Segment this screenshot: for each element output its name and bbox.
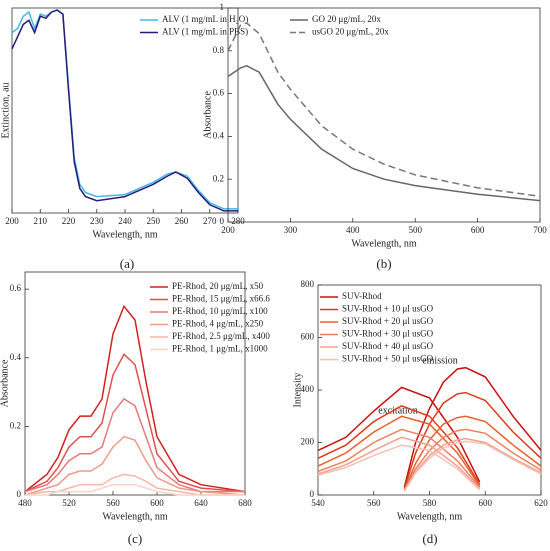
series-line: [317, 386, 481, 483]
x-axis-label: Wavelength, nm: [351, 238, 417, 249]
x-tick-label: 210: [34, 216, 48, 226]
legend-label: SUV-Rhod: [342, 291, 382, 301]
y-tick-label: 0: [17, 489, 22, 499]
x-axis-label: Wavelength, nm: [397, 511, 463, 522]
y-tick-label: 0.2: [10, 420, 21, 430]
x-tick-label: 600: [150, 498, 164, 508]
series-line: [317, 444, 481, 491]
annotation: emission: [422, 355, 458, 366]
plot-frame: [227, 7, 541, 223]
y-axis-label: Intensity: [292, 373, 303, 408]
x-tick-label: 230: [90, 216, 104, 226]
panel-label: (c): [128, 531, 142, 546]
y-axis-label: Absorbance: [202, 91, 213, 139]
series-line: [403, 391, 542, 489]
series-line: [403, 437, 542, 492]
panel-label: (b): [376, 256, 391, 271]
y-tick-label: 0: [310, 489, 315, 499]
series-line: [24, 397, 245, 493]
x-tick-label: 560: [106, 498, 120, 508]
series-line: [24, 304, 246, 493]
y-tick-label: 0.6: [10, 283, 22, 293]
legend-label: PE-Rhod, 1 μg/mL, x1000: [172, 344, 268, 354]
y-axis-label: Absorbance: [0, 359, 10, 407]
legend-label: SUV-Rhod + 30 μl usGO: [342, 329, 434, 339]
series-line: [317, 436, 481, 489]
legend-label: SUV-Rhod + 10 μl usGO: [342, 304, 434, 314]
y-tick-label: 0: [220, 216, 225, 226]
series-line: [24, 435, 246, 496]
legend-label: PE-Rhod, 15 μg/mL, x66.6: [172, 294, 270, 304]
legend-label: PE-Rhod, 4 μg/mL, x250: [172, 319, 264, 329]
series-line: [25, 483, 245, 496]
legend-label: SUV-Rhod + 20 μl usGO: [342, 316, 434, 326]
series-line: [227, 64, 541, 202]
legend-label: PE-Rhod, 20 μg/mL, x50: [172, 281, 264, 291]
y-tick-label: 0.6: [213, 88, 225, 98]
y-tick-label: 400: [301, 384, 315, 394]
x-axis-label: Wavelength, nm: [102, 511, 168, 522]
x-tick-label: 250: [147, 216, 161, 226]
y-tick-label: 200: [301, 437, 315, 447]
x-tick-label: 640: [194, 498, 208, 508]
panel-label: (a): [120, 256, 134, 271]
x-tick-label: 580: [423, 498, 437, 508]
legend-label: SUV-Rhod + 40 μl usGO: [342, 341, 434, 351]
x-tick-label: 480: [18, 498, 32, 508]
x-tick-label: 280: [231, 216, 245, 226]
x-tick-label: 200: [5, 216, 19, 226]
x-tick-label: 700: [533, 225, 547, 235]
x-tick-label: 560: [367, 498, 381, 508]
x-tick-label: 680: [238, 498, 252, 508]
x-tick-label: 300: [284, 225, 298, 235]
series-line: [403, 366, 542, 488]
x-tick-label: 270: [203, 216, 217, 226]
y-tick-label: 0.2: [213, 173, 224, 183]
series-line: [24, 473, 245, 496]
legend-label: usGO 20 μg/mL, 20x: [312, 27, 389, 37]
series-line: [403, 440, 542, 492]
y-tick-label: 800: [301, 279, 315, 289]
x-tick-label: 200: [221, 225, 235, 235]
x-tick-label: 540: [311, 498, 325, 508]
x-axis-label: Wavelength, nm: [92, 229, 158, 240]
x-tick-label: 240: [118, 216, 132, 226]
legend-label: PE-Rhod, 10 μg/mL, x100: [172, 306, 268, 316]
x-tick-label: 220: [62, 216, 76, 226]
legend-label: ALV (1 mg/mL in H₂O): [162, 14, 248, 24]
x-tick-label: 520: [62, 498, 76, 508]
y-axis-label: Extinction, au: [0, 82, 11, 138]
annotation: excitation: [378, 405, 417, 416]
legend-label: GO 20 μg/mL, 20x: [312, 14, 381, 24]
x-tick-label: 260: [175, 216, 189, 226]
x-tick-label: 400: [346, 225, 360, 235]
y-tick-label: 1: [220, 2, 225, 12]
series-line: [403, 415, 542, 491]
x-tick-label: 600: [471, 225, 485, 235]
legend-label: PE-Rhod, 2.5 μg/mL, x400: [172, 331, 270, 341]
panel-label: (d): [422, 531, 437, 546]
legend-label: ALV (1 mg/mL in PBS): [162, 27, 248, 37]
x-tick-label: 500: [408, 225, 422, 235]
series-line: [24, 353, 246, 493]
y-tick-label: 600: [301, 332, 315, 342]
series-line: [317, 428, 481, 488]
x-tick-label: 620: [534, 498, 548, 508]
series-line: [227, 22, 541, 198]
series-line: [403, 428, 542, 491]
plot-frame: [24, 271, 246, 496]
y-tick-label: 0.4: [10, 352, 22, 362]
y-tick-label: 0.4: [213, 130, 225, 140]
series-line: [317, 415, 481, 487]
series-line: [11, 9, 238, 210]
legend-label: SUV-Rhod + 50 μl usGO: [342, 354, 434, 364]
y-tick-label: 0.8: [213, 45, 225, 55]
x-tick-label: 600: [479, 498, 493, 508]
series-line: [317, 404, 481, 485]
series-line: [11, 9, 238, 212]
